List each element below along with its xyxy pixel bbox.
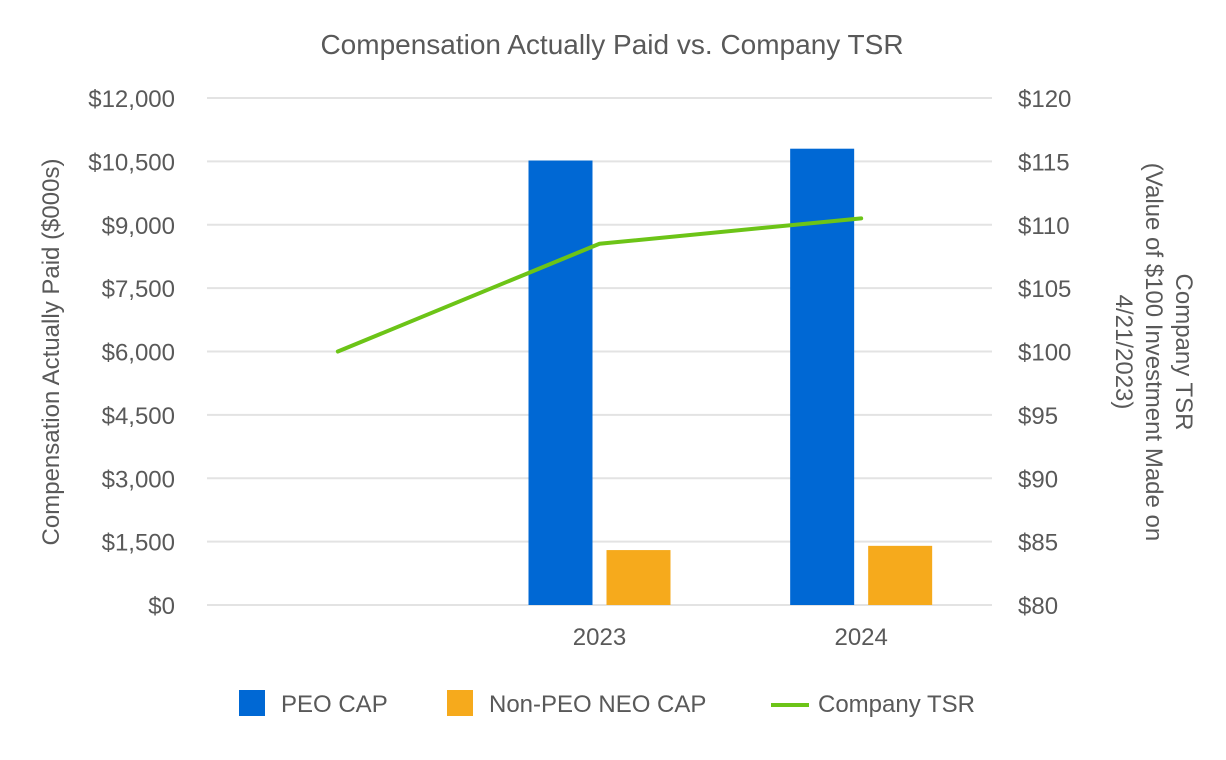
peo-cap-legend-label: PEO CAP bbox=[281, 691, 388, 718]
right-tick-label: $110 bbox=[1018, 213, 1070, 240]
left-tick-label: $7,500 bbox=[102, 276, 175, 303]
left-tick-label: $10,500 bbox=[88, 149, 175, 176]
non-peo-neo-cap-legend-swatch bbox=[447, 690, 473, 716]
left-tick-label: $4,500 bbox=[102, 403, 175, 430]
left-tick-label: $6,000 bbox=[102, 340, 175, 367]
bars bbox=[528, 148, 933, 605]
non-peo-neo-cap-bar bbox=[868, 545, 933, 605]
chart-title: Compensation Actually Paid vs. Company T… bbox=[320, 29, 903, 60]
right-axis-label: Company TSR(Value of $100 Investment Mad… bbox=[1110, 163, 1197, 541]
tsr-line bbox=[335, 216, 864, 354]
left-tick-label: $0 bbox=[148, 593, 175, 620]
x-axis-ticks: 2023 2024 bbox=[573, 624, 888, 651]
non-peo-neo-cap-bar bbox=[606, 550, 671, 605]
non-peo-neo-cap-legend-label: Non-PEO NEO CAP bbox=[489, 691, 706, 718]
gridlines bbox=[207, 97, 992, 606]
right-tick-label: $100 bbox=[1018, 340, 1071, 367]
left-tick-label: $12,000 bbox=[88, 86, 175, 113]
right-tick-label: $90 bbox=[1018, 466, 1058, 493]
right-axis-label-line: 4/21/2023) bbox=[1110, 295, 1137, 410]
company-tsr-line bbox=[335, 216, 864, 354]
legend: PEO CAP Non-PEO NEO CAP Company TSR bbox=[239, 690, 975, 718]
right-tick-label: $95 bbox=[1018, 403, 1058, 430]
company-tsr-legend-label: Company TSR bbox=[818, 691, 975, 718]
peo-cap-legend-swatch bbox=[239, 690, 265, 716]
right-tick-label: $85 bbox=[1018, 530, 1058, 557]
right-tick-label: $105 bbox=[1018, 276, 1071, 303]
left-tick-label: $9,000 bbox=[102, 213, 175, 240]
left-tick-label: $3,000 bbox=[102, 466, 175, 493]
left-axis-label: Compensation Actually Paid ($000s) bbox=[38, 159, 65, 546]
right-axis-label-group: Company TSR(Value of $100 Investment Mad… bbox=[1110, 163, 1197, 541]
peo-cap-bar bbox=[528, 160, 593, 605]
right-axis-label-line: (Value of $100 Investment Made on bbox=[1140, 163, 1167, 541]
right-axis-ticks: $80 $85 $90 $95 $100 $105 $110 $115 $120 bbox=[1018, 86, 1071, 620]
peo-cap-bar bbox=[790, 148, 855, 605]
right-tick-label: $120 bbox=[1018, 86, 1071, 113]
x-tick-label: 2024 bbox=[834, 624, 887, 651]
right-tick-label: $115 bbox=[1018, 149, 1070, 176]
right-axis-label-line: Company TSR bbox=[1170, 274, 1197, 431]
left-tick-label: $1,500 bbox=[102, 530, 175, 557]
right-tick-label: $80 bbox=[1018, 593, 1058, 620]
left-axis-ticks: $0 $1,500 $3,000 $4,500 $6,000 $7,500 $9,000 $1… bbox=[88, 86, 175, 620]
x-tick-label: 2023 bbox=[573, 624, 626, 651]
